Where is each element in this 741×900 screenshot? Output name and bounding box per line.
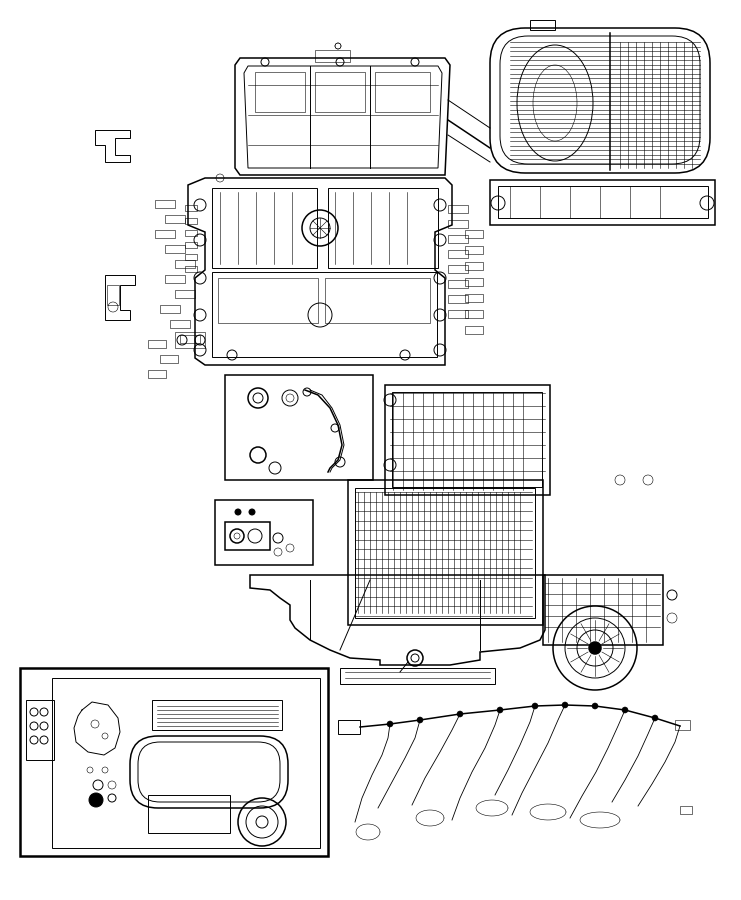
Bar — [448, 235, 468, 243]
Circle shape — [387, 721, 393, 727]
Bar — [448, 205, 468, 213]
Circle shape — [417, 717, 423, 723]
Bar — [465, 326, 483, 334]
Circle shape — [622, 707, 628, 713]
Bar — [465, 310, 483, 318]
Bar — [148, 795, 230, 833]
Bar — [185, 218, 197, 224]
Circle shape — [235, 509, 241, 515]
Bar — [160, 305, 180, 313]
Bar — [392, 392, 542, 487]
Circle shape — [532, 703, 538, 709]
Bar — [355, 488, 535, 618]
Bar — [255, 72, 305, 112]
Bar — [165, 245, 185, 253]
Bar — [448, 310, 468, 318]
Bar — [175, 290, 195, 298]
Bar — [165, 215, 185, 223]
Bar — [338, 720, 360, 734]
Bar — [175, 260, 195, 268]
Bar — [375, 72, 430, 112]
Bar — [160, 355, 178, 363]
Bar — [215, 500, 313, 565]
Bar — [175, 332, 205, 348]
Circle shape — [589, 642, 601, 654]
Circle shape — [89, 793, 103, 807]
Bar — [465, 262, 483, 270]
Bar — [348, 480, 543, 625]
Bar — [212, 188, 317, 268]
Bar — [448, 250, 468, 258]
Bar — [325, 278, 430, 323]
Bar — [680, 806, 692, 814]
Bar — [185, 266, 197, 272]
Bar — [212, 272, 437, 357]
Bar — [185, 230, 197, 236]
Bar — [165, 275, 185, 283]
Bar — [52, 678, 320, 848]
Circle shape — [457, 711, 463, 717]
Bar — [340, 668, 495, 684]
Bar — [448, 280, 468, 288]
Circle shape — [249, 509, 255, 515]
Bar — [185, 254, 197, 260]
Bar — [465, 278, 483, 286]
Bar — [498, 186, 708, 218]
Bar — [465, 230, 483, 238]
Bar — [465, 294, 483, 302]
Bar — [448, 220, 468, 228]
Bar — [315, 50, 350, 62]
Bar — [225, 522, 270, 550]
Circle shape — [652, 715, 658, 721]
Bar — [490, 180, 715, 225]
Bar — [218, 278, 318, 323]
Bar — [185, 205, 197, 211]
Circle shape — [592, 703, 598, 709]
Bar — [148, 340, 166, 348]
Bar — [675, 720, 690, 730]
Bar — [448, 295, 468, 303]
Bar — [543, 575, 663, 645]
Bar — [170, 320, 190, 328]
Bar — [465, 246, 483, 254]
Bar — [155, 230, 175, 238]
Bar — [225, 375, 373, 480]
Bar — [315, 72, 365, 112]
Bar — [328, 188, 438, 268]
Bar — [152, 700, 282, 730]
Bar — [107, 285, 119, 305]
Bar — [148, 370, 166, 378]
Circle shape — [562, 702, 568, 708]
Bar — [20, 668, 328, 856]
Bar — [155, 200, 175, 208]
Circle shape — [497, 707, 503, 713]
Bar — [385, 385, 550, 495]
Bar — [448, 265, 468, 273]
Bar — [180, 335, 200, 343]
Bar — [530, 20, 555, 30]
Bar — [26, 700, 54, 760]
Bar — [185, 242, 197, 248]
